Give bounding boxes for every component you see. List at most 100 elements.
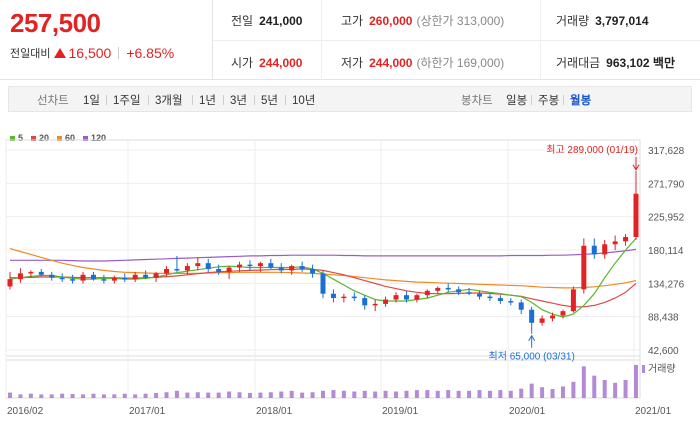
volume-bar [519,388,524,398]
ma120-line [10,248,637,262]
candle [28,271,34,274]
candle [623,236,629,242]
stat-label: 전일 [231,14,254,28]
volume-bar [247,392,252,398]
ma-legend: 5 20 60 120 [10,133,106,143]
candle [591,245,597,255]
volume-bar [164,392,169,398]
period-3m-button[interactable]: 3개월 [155,95,183,107]
volume-bar [540,387,545,398]
volume-swatch [642,365,645,373]
period-1y-button[interactable]: 1년 [199,95,216,107]
legend-item: 60 [57,133,75,143]
period-1w-button[interactable]: 1주일 [113,95,141,107]
candle-daily-button[interactable]: 일봉 [506,95,528,107]
candle [153,273,159,278]
volume-bar [550,389,555,398]
y-tick-label: 225,952 [648,213,685,224]
divider [192,95,193,105]
volume-bar [592,375,597,398]
current-price: 257,500 [10,8,101,38]
plot-frame [5,139,641,361]
volume-bar [49,394,54,398]
change-pct: +6.85% [126,45,175,61]
period-10y-button[interactable]: 10년 [292,95,316,107]
candle [90,274,96,280]
volume-bar [529,383,534,398]
volume-bar [122,393,127,398]
y-tick-label: 180,114 [648,246,684,257]
candle [257,263,263,267]
ma20-line [10,268,637,308]
candle [278,267,284,271]
volume-bar [425,390,430,398]
stat-prev-close: 전일 241,000 [231,12,302,29]
legend-swatch [10,135,15,141]
stat-value: 244,000 [369,56,413,70]
volume-bar [216,392,221,398]
volume-bar [227,391,232,398]
candle [7,279,13,287]
volume-bar [112,394,117,398]
volume-bar [404,390,409,398]
volume-bar [571,381,576,398]
candle [403,295,409,300]
divider [563,95,564,105]
volume-bar [60,393,65,398]
x-tick-label: 2019/01 [382,406,419,417]
x-tick-label: 2020/01 [509,406,546,417]
ma60-line [9,248,637,289]
candle [330,293,336,299]
candle-weekly-button[interactable]: 주봉 [538,95,560,107]
volume-bar [508,390,513,398]
candle [581,245,587,290]
candle [602,244,608,255]
volume-bar [373,391,378,398]
candle-chart-label: 봉차트 [461,95,493,107]
volume-bar [195,392,200,398]
volume-label: 거래량 [648,363,676,375]
candle [59,277,65,280]
volume-bar [28,393,33,398]
legend-item: 120 [83,133,106,143]
legend-label: 120 [91,133,107,143]
period-5y-button[interactable]: 5년 [261,95,278,107]
stat-value: 260,000 [369,14,413,28]
volume-bar [446,390,451,398]
candle [38,271,44,275]
stat-label: 시가 [231,56,254,70]
candle [351,296,357,299]
candle [445,287,451,290]
volume-bar [279,391,284,398]
volume-bar [362,390,367,398]
line-chart-label: 선차트 [37,95,69,107]
price-box: 257,500 전일대비 16,500 +6.85% [0,0,213,80]
lower-limit: (하한가 169,000) [416,56,505,70]
stat-value: 963,102 [606,56,650,70]
candle [122,277,128,280]
candle [310,268,316,274]
period-1d-button[interactable]: 1일 [83,95,100,107]
min-annotation: 최저 65,000 (03/31) [489,351,575,363]
y-tick-label: 88,438 [648,313,679,324]
stat-unit: 백만 [652,56,675,70]
legend-swatch [83,135,89,141]
volume-bar [237,392,242,398]
stat-label: 고가 [341,14,364,28]
volume-bar [560,386,565,398]
candle-monthly-button[interactable]: 월봉 [570,95,592,107]
candle [70,279,76,281]
candle [205,263,211,269]
volume-bar [101,394,106,398]
divider [148,95,149,105]
volume-bar [383,390,388,398]
volume-bar [70,394,75,398]
stat-amount: 거래대금 963,102 백만 [556,54,675,71]
legend-swatch [31,135,37,141]
divider [285,95,286,105]
period-3y-button[interactable]: 3년 [230,95,247,107]
candle [518,302,524,310]
volume-bar [174,390,179,398]
candle [550,315,556,319]
legend-label: 5 [18,133,24,143]
